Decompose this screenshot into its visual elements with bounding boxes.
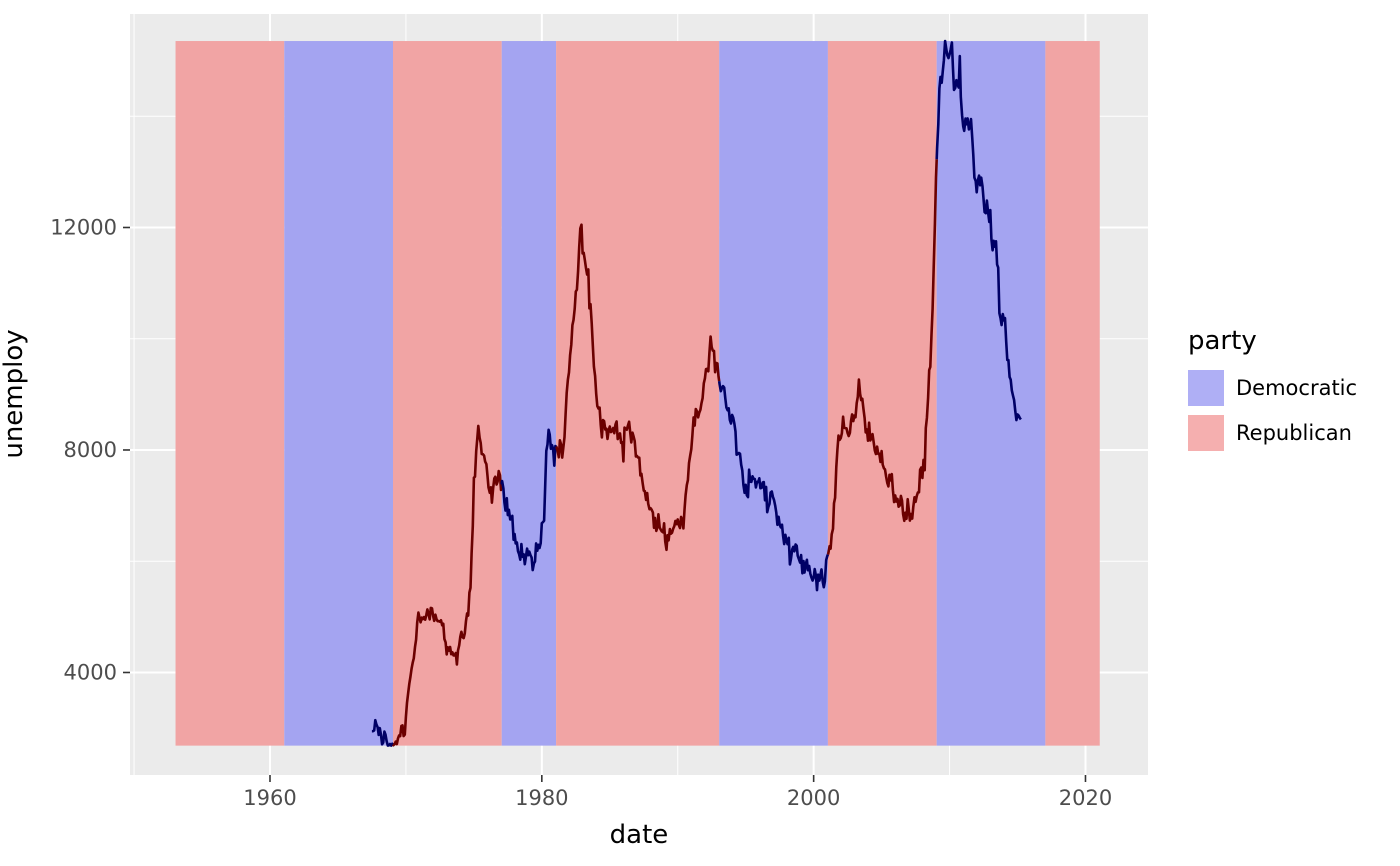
presidential-term-band-democratic	[719, 41, 828, 746]
democratic-swatch-icon	[1188, 370, 1224, 406]
y-axis-title: unemploy	[0, 329, 29, 459]
unemploy-line-democratic	[500, 428, 558, 572]
x-tick-label: 1960	[243, 786, 296, 810]
presidential-term-band-republican	[175, 41, 285, 746]
presidential-term-band-democratic	[936, 41, 1046, 746]
presidential-term-band-democratic	[501, 41, 557, 746]
legend-title: party	[1188, 326, 1257, 356]
legend-label-democratic: Democratic	[1236, 376, 1358, 400]
y-tick-label: 12000	[50, 215, 117, 239]
unemploy-line-democratic	[935, 39, 1022, 422]
republican-swatch-icon	[1188, 415, 1224, 451]
presidential-term-band-democratic	[284, 41, 393, 746]
unemploy-line-republican	[555, 223, 721, 552]
legend-item-republican: Republican	[1188, 415, 1357, 451]
legend-label-republican: Republican	[1236, 421, 1352, 445]
presidential-term-band-republican	[392, 41, 502, 746]
x-tick-label: 2020	[1059, 786, 1112, 810]
unemploy-line-democratic	[717, 381, 830, 592]
legend: party Democratic Republican	[1188, 326, 1357, 460]
y-tick-label: 8000	[64, 438, 117, 462]
presidential-term-band-republican	[556, 41, 720, 746]
legend-item-democratic: Democratic	[1188, 370, 1357, 406]
presidential-term-band-republican	[1045, 41, 1100, 746]
unemploy-line-republican	[826, 159, 938, 555]
y-tick-label: 4000	[64, 660, 117, 684]
x-axis-title: date	[609, 820, 669, 850]
unemploy-line-republican	[391, 424, 503, 747]
x-tick-label: 1980	[515, 786, 568, 810]
presidential-term-band-republican	[827, 41, 937, 746]
unemploy-line-democratic	[371, 718, 395, 747]
x-tick-label: 2000	[787, 786, 840, 810]
